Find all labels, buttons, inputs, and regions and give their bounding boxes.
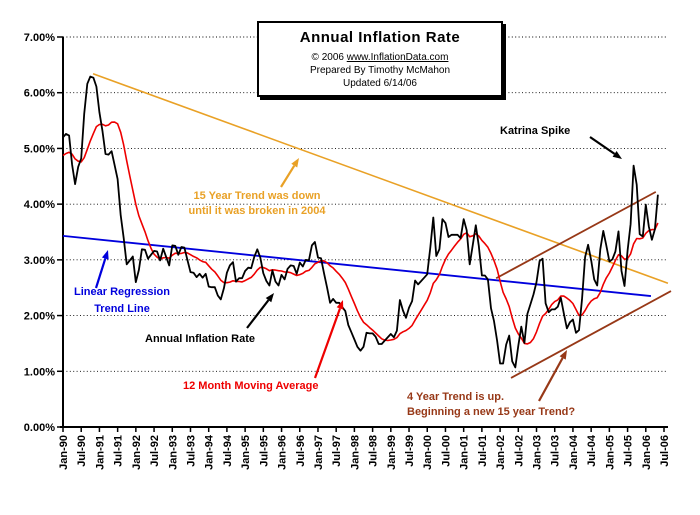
y-tick-label: 0.00% <box>24 422 55 434</box>
x-tick-label: Jul-90 <box>76 435 88 467</box>
x-tick-label: Jan-03 <box>532 435 544 470</box>
x-tick-label: Jul-02 <box>513 435 525 467</box>
y-tick-label: 5.00% <box>24 143 55 155</box>
moving-average-arrow-head <box>336 300 344 310</box>
inflationdata-link[interactable]: www.InflationData.com <box>346 52 449 63</box>
x-tick-label: Jan-06 <box>641 435 653 470</box>
four-year-arrow <box>538 357 564 402</box>
x-tick-label: Jan-90 <box>58 435 70 470</box>
x-tick-label: Jul-03 <box>550 435 562 467</box>
trend-line <box>510 290 672 379</box>
x-tick-label: Jan-96 <box>277 435 289 470</box>
annotation-15-year-trend-line2: until it was broken in 2004 <box>188 205 326 217</box>
x-tick-label: Jul-05 <box>623 435 635 467</box>
x-tick-label: Jul-95 <box>258 435 270 467</box>
annotation-linear-regression: Linear Regression Trend Line <box>58 284 186 318</box>
trend-line <box>62 235 652 297</box>
y-tick-label: 4.00% <box>24 199 55 211</box>
annotation-katrina-spike: Katrina Spike <box>500 125 571 137</box>
annotation-4-year-trend-line1: 4 Year Trend is up. <box>407 391 505 403</box>
x-tick-label: Jan-97 <box>313 435 325 470</box>
x-tick-label: Jul-98 <box>368 435 380 467</box>
annotation-linear-regression-line2: Trend Line <box>94 303 150 315</box>
annotation-4-year-trend-line2: Beginning a new 15 year Trend? <box>407 405 576 418</box>
x-tick-label: Jul-99 <box>404 435 416 467</box>
trend-line <box>92 73 669 285</box>
linear-regression-arrow <box>94 258 107 289</box>
x-tick-label: Jan-92 <box>131 435 143 470</box>
x-tick-label: Jan-02 <box>495 435 507 470</box>
x-tick-label: Jul-91 <box>113 435 125 467</box>
annual-rate-arrow <box>246 299 270 329</box>
katrina-arrow-head <box>612 151 622 159</box>
prepared-by-line: Prepared By Timothy McMahon <box>309 65 451 76</box>
x-tick-label: Jul-97 <box>331 435 343 467</box>
fifteen-year-arrow-head <box>291 158 299 168</box>
y-tick-label: 1.00% <box>24 366 55 378</box>
x-tick-label: Jan-94 <box>204 434 216 470</box>
x-tick-label: Jul-01 <box>477 435 489 467</box>
x-tick-label: Jan-98 <box>349 435 361 470</box>
annotation-annual-inflation-rate: Annual Inflation Rate <box>145 333 255 345</box>
annotation-4-year-trend: 4 Year Trend is up. Beginning a new 15 y… <box>407 390 575 419</box>
x-tick-label: Jul-04 <box>586 434 598 467</box>
four-year-arrow-head <box>559 350 567 360</box>
copyright-prefix: © 2006 <box>311 52 347 63</box>
y-tick-label: 6.00% <box>24 88 55 100</box>
x-tick-label: Jan-05 <box>604 435 616 470</box>
linear-regression-arrow-head <box>101 250 109 260</box>
y-tick-label: 2.00% <box>24 311 55 323</box>
x-tick-label: Jan-99 <box>386 435 398 470</box>
chart-title: Annual Inflation Rate <box>299 29 461 46</box>
x-tick-label: Jan-01 <box>459 435 471 470</box>
x-tick-label: Jan-04 <box>568 434 580 470</box>
moving-average-line <box>62 121 659 345</box>
fifteen-year-arrow <box>280 165 296 188</box>
y-tick-label: 7.00% <box>24 32 55 44</box>
x-tick-label: Jul-06 <box>659 435 671 467</box>
y-tick-label: 3.00% <box>24 255 55 267</box>
x-tick-label: Jul-96 <box>295 435 307 467</box>
annotation-12-month-moving-average: 12 Month Moving Average <box>183 380 319 392</box>
updated-line: Updated 6/14/06 <box>343 78 417 89</box>
x-tick-label: Jan-00 <box>422 435 434 470</box>
x-tick-label: Jan-95 <box>240 435 252 470</box>
chart-title-box: Annual Inflation Rate © 2006 www.Inflati… <box>257 21 503 97</box>
x-tick-label: Jan-91 <box>94 435 106 470</box>
annotation-15-year-trend-line1: 15 Year Trend was down <box>193 190 321 202</box>
annual-rate-arrow-head <box>265 293 274 303</box>
annotation-linear-regression-line1: Linear Regression <box>74 286 170 298</box>
trend-line <box>495 191 657 280</box>
copyright-line: © 2006 www.InflationData.com <box>261 51 499 64</box>
x-tick-label: Jul-92 <box>149 435 161 467</box>
inflation-rate-line <box>62 75 659 369</box>
annotation-15-year-trend: 15 Year Trend was down until it was brok… <box>168 189 346 219</box>
x-tick-label: Jul-00 <box>440 435 452 467</box>
x-tick-label: Jul-93 <box>185 435 197 467</box>
x-tick-label: Jan-93 <box>167 435 179 470</box>
x-tick-label: Jul-94 <box>222 434 234 467</box>
moving-average-arrow <box>313 308 341 379</box>
katrina-arrow <box>589 136 616 155</box>
